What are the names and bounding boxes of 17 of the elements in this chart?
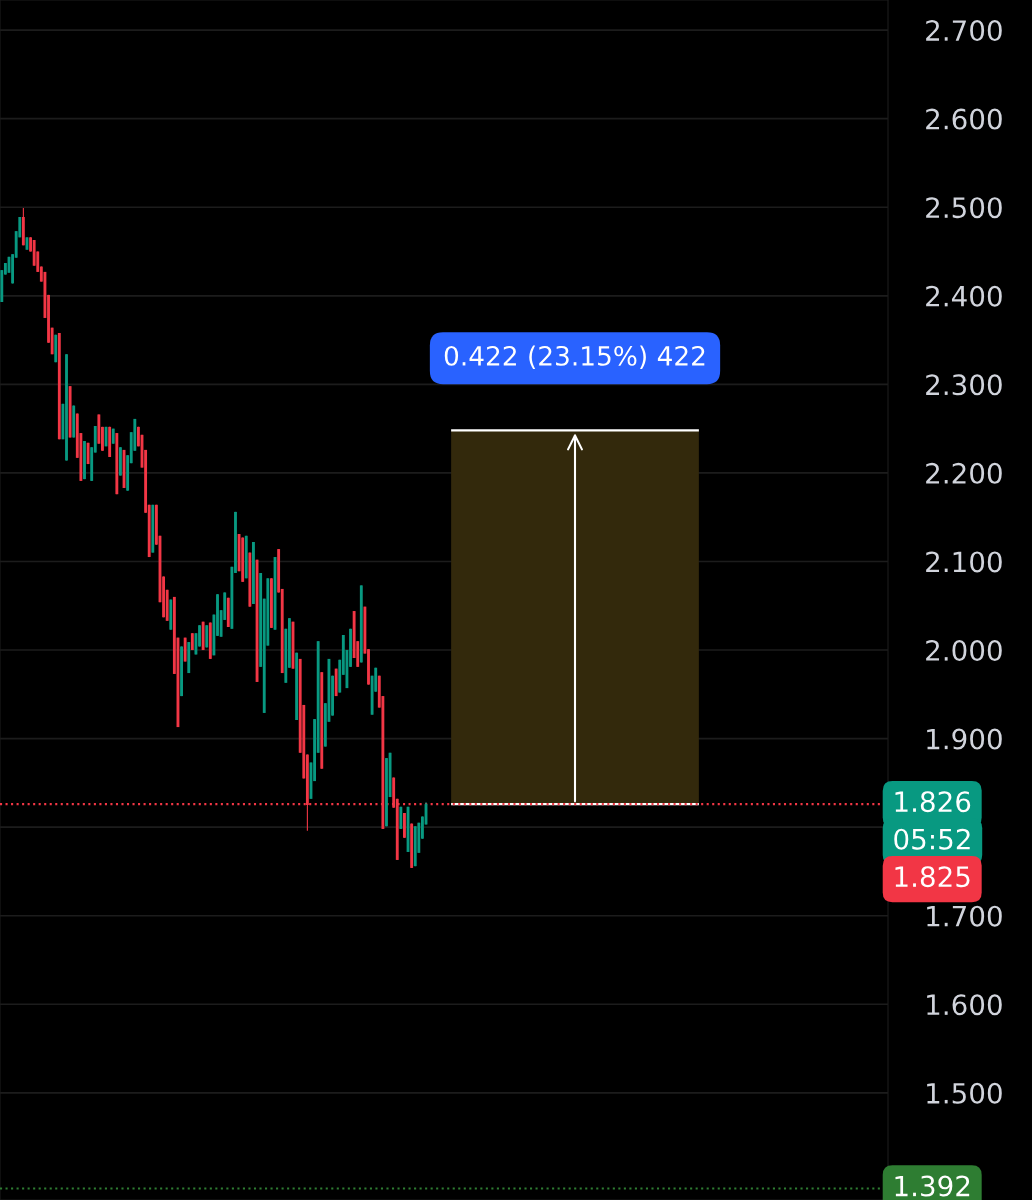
y-tick-label: 2.000 <box>926 639 1002 661</box>
text: 1.825 <box>895 866 970 888</box>
y-tick-label: 2.500 <box>926 197 1002 219</box>
y-tick-label: 1.500 <box>927 1082 1002 1104</box>
annotation: 0.422 (23.15%) 422 <box>444 345 705 369</box>
text: 05:52 <box>894 828 970 850</box>
y-tick-label: 1.900 <box>927 728 1002 750</box>
y-tick-label: 2.100 <box>926 551 1002 573</box>
y-tick-label: 2.600 <box>926 108 1002 130</box>
y-tick-label: 1.600 <box>927 994 1002 1016</box>
ref-line-label: 1.826 <box>895 791 971 813</box>
y-tick-label: 1.700 <box>927 905 1002 927</box>
y-tick-label: 2.300 <box>926 374 1002 396</box>
y-tick-label: 2.700 <box>926 20 1002 42</box>
y-tick-label: 2.400 <box>926 285 1002 307</box>
y-tick-label: 2.200 <box>926 462 1002 484</box>
ref-line-label: 1.392 <box>895 1175 970 1197</box>
